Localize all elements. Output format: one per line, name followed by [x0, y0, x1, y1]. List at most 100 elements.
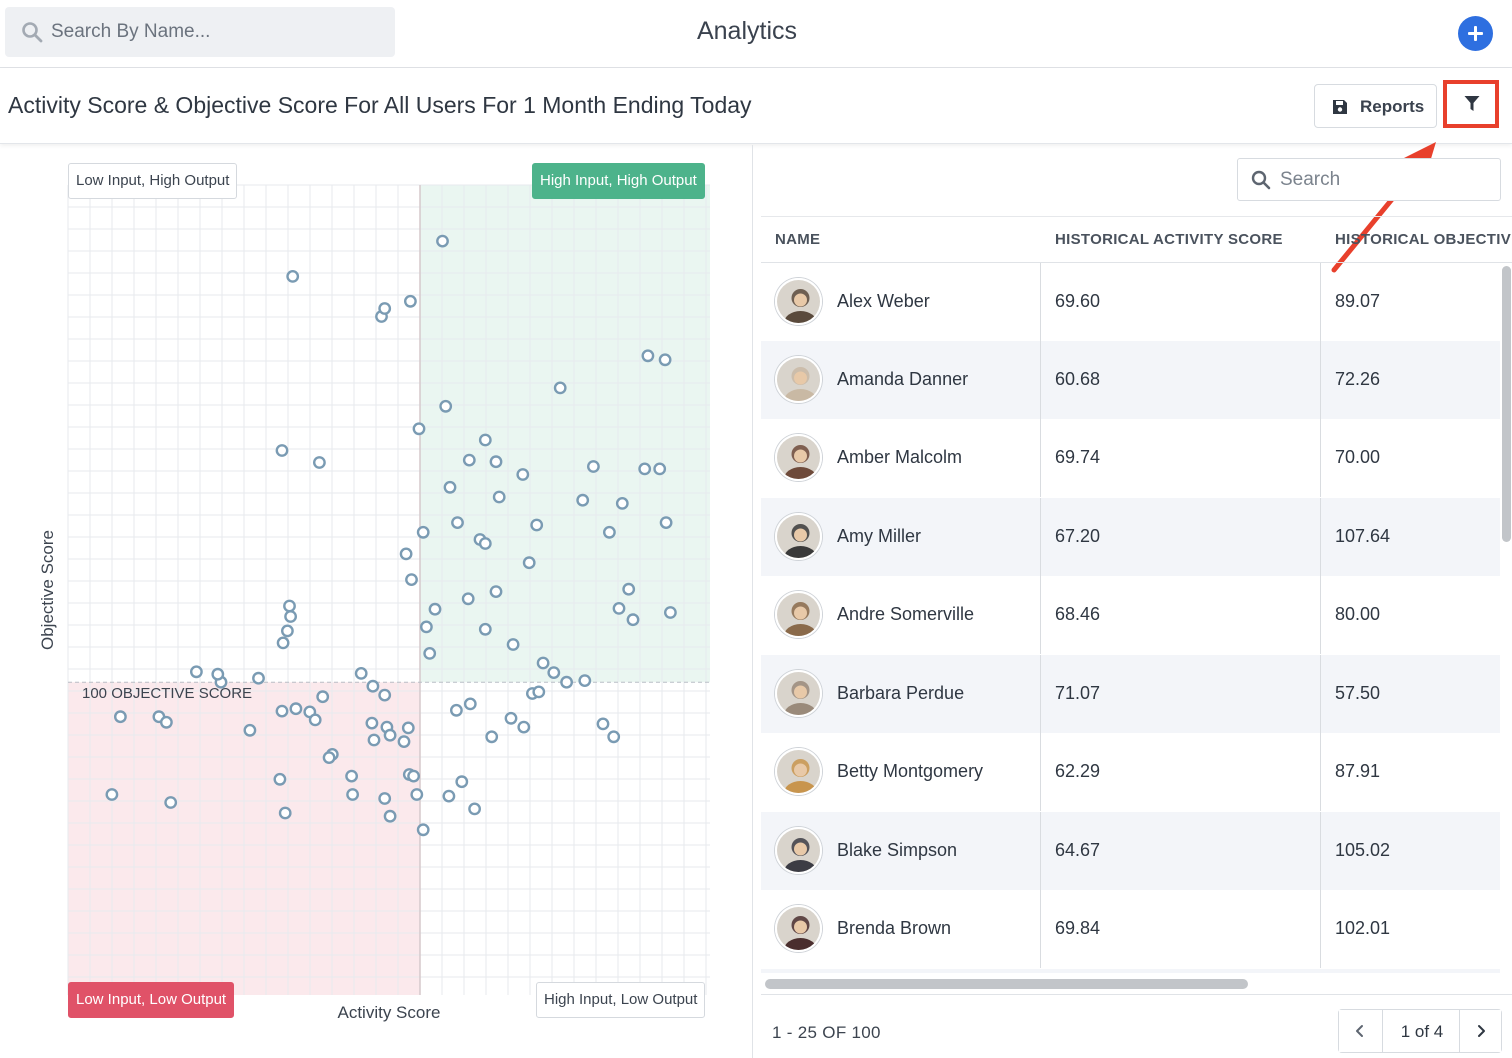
scatter-point[interactable] [397, 735, 411, 748]
scatter-point[interactable] [286, 269, 300, 283]
scatter-point[interactable] [401, 721, 415, 735]
scatter-point[interactable] [576, 493, 590, 507]
scatter-point[interactable] [289, 702, 303, 716]
scatter-point[interactable] [659, 516, 673, 529]
scatter-point[interactable] [489, 585, 503, 598]
scatter-point[interactable] [536, 656, 550, 670]
scatter-point[interactable] [658, 353, 672, 367]
scatter-point[interactable] [547, 666, 561, 679]
scatter-point[interactable] [383, 728, 397, 742]
scatter-point[interactable] [416, 525, 430, 539]
scatter-point[interactable] [419, 620, 433, 634]
scatter-point[interactable] [405, 573, 418, 586]
scatter-point[interactable] [449, 703, 463, 717]
table-row[interactable]: Brenda Brown 69.84 102.01 [761, 890, 1500, 968]
global-search-input[interactable] [51, 15, 381, 49]
scatter-point[interactable] [530, 518, 544, 532]
scatter-point[interactable] [442, 789, 456, 803]
scatter-point[interactable] [468, 802, 481, 816]
scatter-point[interactable] [276, 636, 290, 650]
scatter-point[interactable] [492, 490, 506, 504]
scatter-point[interactable] [653, 462, 667, 476]
vertical-scrollbar[interactable] [1502, 266, 1511, 542]
scatter-point[interactable] [451, 516, 464, 529]
scatter-point[interactable] [607, 730, 621, 744]
scatter-point[interactable] [626, 613, 640, 627]
scatter-point[interactable] [522, 556, 536, 570]
scatter-point[interactable] [378, 302, 392, 315]
scatter-point[interactable] [622, 582, 636, 596]
scatter-point[interactable] [399, 547, 413, 561]
scatter-point[interactable] [612, 601, 626, 615]
scatter-point[interactable] [560, 675, 573, 689]
scatter-point[interactable] [114, 710, 127, 724]
scatter-point[interactable] [378, 792, 392, 805]
table-row[interactable]: Amber Malcolm 69.74 70.00 [761, 419, 1500, 497]
scatter-point[interactable] [504, 711, 518, 725]
column-header-objective[interactable]: HISTORICAL OBJECTIVE SCORE [1335, 231, 1512, 248]
scatter-point[interactable] [428, 602, 442, 616]
scatter-point[interactable] [383, 809, 397, 823]
scatter-point[interactable] [478, 433, 492, 447]
table-row[interactable]: Amy Miller 67.20 107.64 [761, 498, 1500, 576]
scatter-point[interactable] [189, 665, 203, 679]
scatter-point[interactable] [366, 679, 380, 693]
scatter-point[interactable] [407, 769, 420, 783]
add-button[interactable] [1458, 16, 1493, 51]
scatter-point[interactable] [284, 610, 297, 623]
scatter-point[interactable] [664, 606, 677, 619]
scatter-point[interactable] [211, 667, 225, 681]
scatter-point[interactable] [378, 688, 392, 702]
scatter-point[interactable] [243, 723, 257, 737]
column-header-activity[interactable]: HISTORICAL ACTIVITY SCORE [1055, 231, 1283, 248]
scatter-point[interactable] [516, 468, 530, 481]
scatter-point[interactable] [443, 480, 457, 494]
scatter-point[interactable] [275, 704, 289, 718]
scatter-point[interactable] [553, 381, 567, 395]
scatter-point[interactable] [159, 715, 173, 729]
scatter-point[interactable] [578, 674, 592, 687]
filter-button[interactable] [1443, 80, 1499, 128]
scatter-point[interactable] [105, 788, 119, 801]
column-header-name[interactable]: NAME [775, 231, 821, 248]
next-page-button[interactable] [1459, 1010, 1501, 1052]
scatter-point[interactable] [346, 788, 359, 801]
scatter-point[interactable] [322, 751, 336, 764]
scatter-point[interactable] [367, 733, 381, 747]
scatter-point[interactable] [615, 496, 629, 510]
table-row[interactable]: Alex Weber 69.60 89.07 [761, 263, 1500, 341]
scatter-point[interactable] [463, 697, 477, 711]
global-search[interactable] [5, 7, 395, 57]
scatter-point[interactable] [164, 796, 178, 809]
table-row[interactable]: Barbara Perdue 71.07 57.50 [761, 655, 1500, 733]
scatter-point[interactable] [416, 823, 430, 837]
table-row[interactable]: Amanda Danner 60.68 72.26 [761, 341, 1500, 419]
scatter-point[interactable] [455, 775, 469, 789]
scatter-point[interactable] [506, 638, 520, 651]
scatter-point[interactable] [345, 769, 358, 783]
table-row[interactable]: Blake Simpson 64.67 105.02 [761, 812, 1500, 890]
scatter-point[interactable] [308, 713, 322, 727]
table-search[interactable] [1237, 158, 1501, 201]
scatter-point[interactable] [283, 599, 296, 613]
scatter-point[interactable] [478, 537, 492, 550]
scatter-point[interactable] [412, 422, 426, 436]
scatter-point[interactable] [354, 667, 368, 680]
scatter-point[interactable] [316, 690, 330, 704]
scatter-point[interactable] [587, 460, 600, 473]
scatter-point[interactable] [641, 349, 655, 363]
scatter-point[interactable] [439, 399, 453, 413]
scatter-point[interactable] [596, 717, 610, 731]
scatter-point[interactable] [423, 646, 437, 660]
scatter-point[interactable] [312, 456, 326, 469]
previous-page-button[interactable] [1339, 1010, 1383, 1052]
scatter-point[interactable] [638, 462, 652, 476]
scatter-point[interactable] [403, 294, 417, 308]
table-search-input[interactable] [1280, 165, 1490, 195]
scatter-point[interactable] [275, 444, 289, 457]
scatter-point[interactable] [603, 525, 616, 539]
scatter-point[interactable] [462, 453, 476, 467]
scatter-point[interactable] [436, 234, 449, 248]
scatter-point[interactable] [273, 772, 287, 786]
scatter-point[interactable] [280, 624, 294, 638]
